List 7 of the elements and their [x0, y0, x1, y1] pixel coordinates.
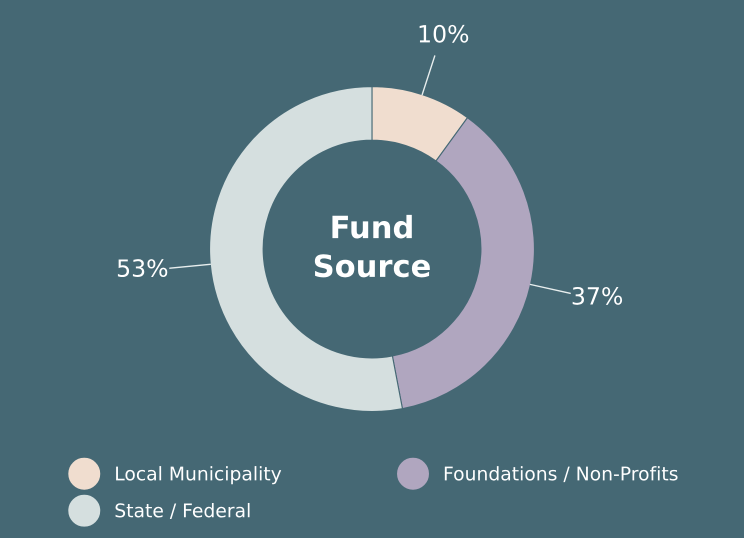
data-label: 37% — [572, 286, 622, 305]
legend-label: Local Municipality — [116, 466, 282, 484]
text: Fund Source — [314, 214, 430, 278]
legend-label: Foundations / Non-Profits — [444, 466, 678, 482]
data-label: 53% — [118, 259, 168, 278]
legend-label: State / Federal — [116, 502, 250, 519]
data-label: 10% — [420, 24, 468, 43]
